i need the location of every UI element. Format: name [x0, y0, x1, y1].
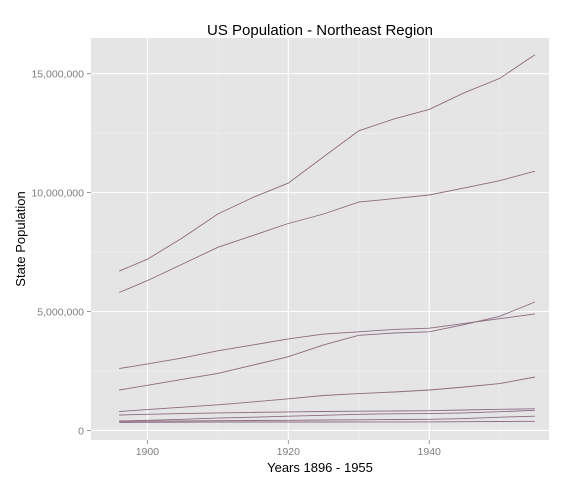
y-tick-label: 10,000,000: [31, 188, 84, 200]
y-tick-label: 15,000,000: [31, 69, 84, 81]
y-tick-label: 0: [78, 425, 84, 437]
y-axis-label: State Population: [13, 191, 28, 286]
series-line-2: [119, 170, 536, 293]
series-line-7: [119, 409, 535, 422]
series-lines: [119, 54, 536, 423]
series-line-3: [119, 313, 535, 370]
major-gridlines: [91, 38, 549, 440]
series-line-8: [119, 415, 535, 422]
plot-panel: [91, 38, 549, 440]
series-line-4: [119, 301, 536, 391]
series-line-9: [119, 420, 535, 423]
chart-title: US Population - Northeast Region: [207, 22, 433, 39]
x-tick-label: 1940: [418, 446, 442, 458]
x-tick-label: 1900: [136, 446, 160, 458]
series-line-6: [119, 408, 535, 416]
x-tick-label: 1920: [277, 446, 301, 458]
x-axis-ticks: 1900 1920 1940: [136, 440, 441, 458]
y-tick-label: 5,000,000: [37, 307, 84, 319]
minor-gridlines: [91, 38, 549, 440]
y-axis-ticks: 0 5,000,000 10,000,000 15,000,000: [31, 69, 91, 437]
x-axis-label: Years 1896 - 1955: [267, 460, 373, 475]
series-line-1: [119, 54, 536, 272]
series-line-5: [119, 376, 535, 412]
